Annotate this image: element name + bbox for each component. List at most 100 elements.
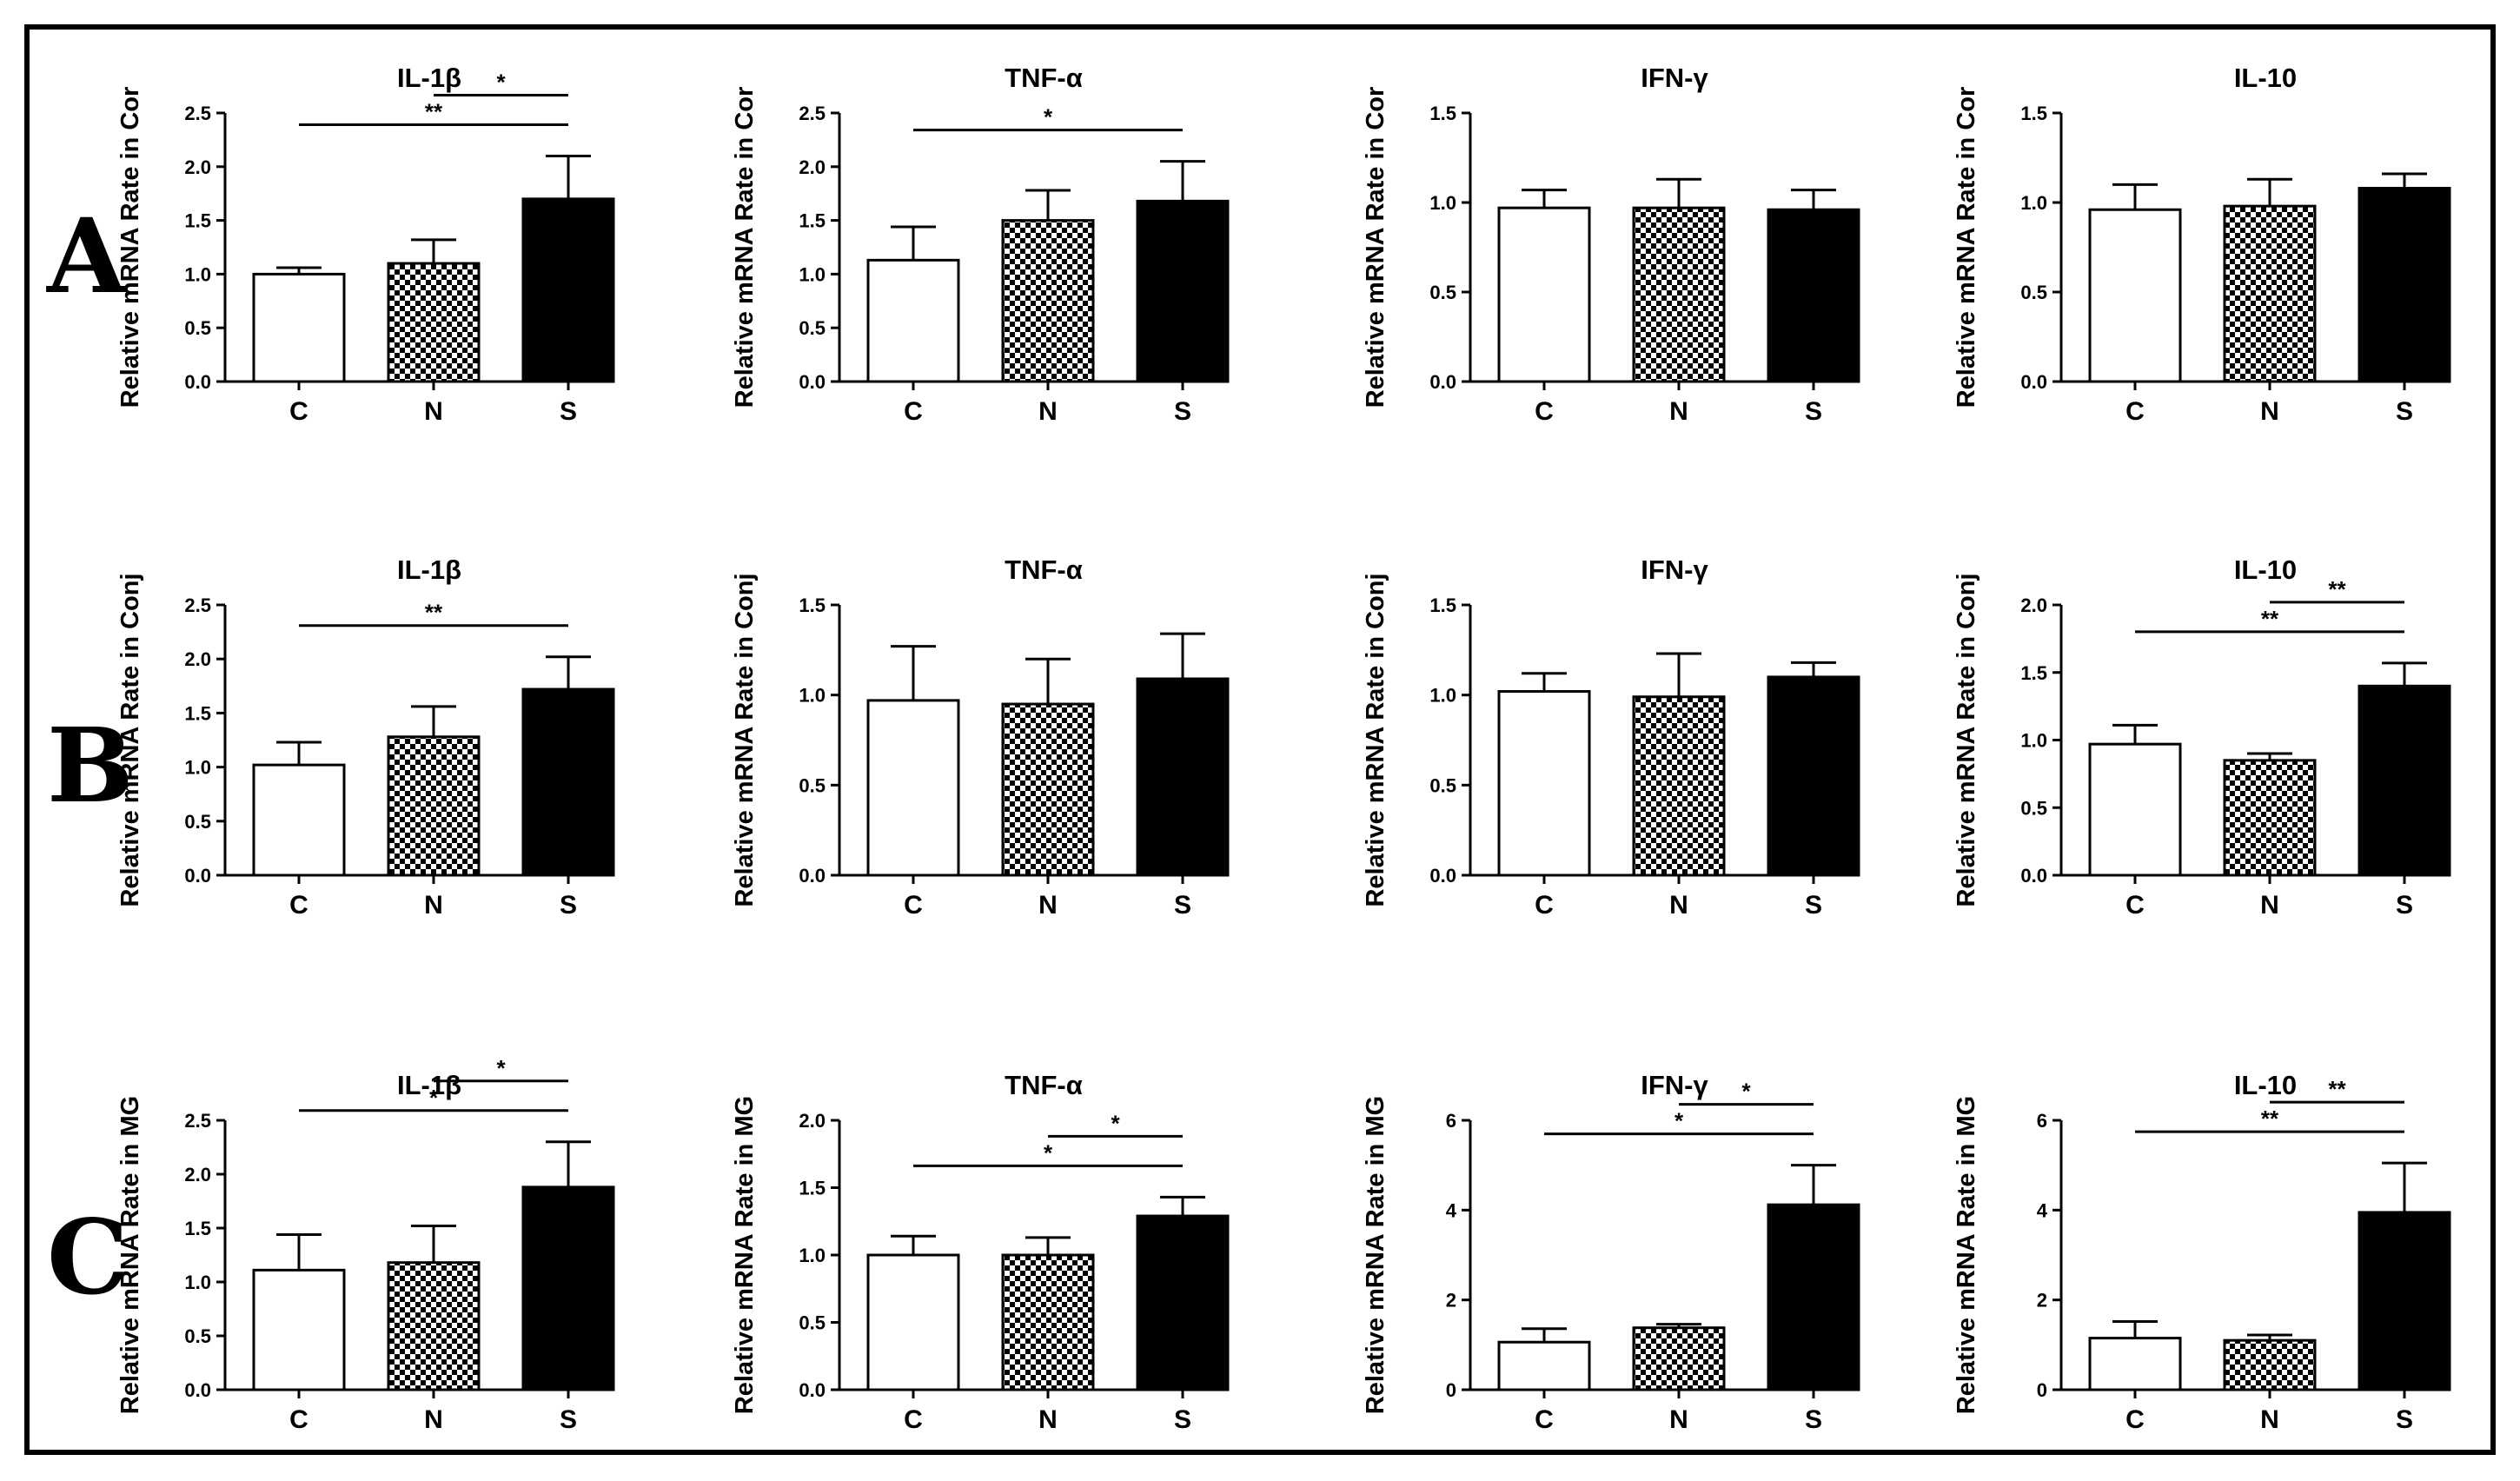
chart-5-ytick-label: 1.5 xyxy=(184,702,211,724)
chart-3-xtick-label: S xyxy=(1805,397,1822,426)
chart-4-xtick-label: S xyxy=(2396,397,2413,426)
chart-10-sig-label: * xyxy=(1044,1139,1053,1166)
chart-8-ylabel: Relative mRNA Rate in Conj xyxy=(1953,573,1980,907)
chart-10-ytick-label: 1.0 xyxy=(799,1245,826,1266)
chart-3-bar-S xyxy=(1767,208,1860,383)
chart-8-sig-label: ** xyxy=(2261,606,2279,632)
chart-10-xtick-label: C xyxy=(904,1405,923,1434)
chart-5-bar-S xyxy=(521,687,615,877)
chart-3-bar-C xyxy=(1497,206,1591,383)
chart-7-ytick-label: 1.0 xyxy=(1429,685,1456,707)
chart-6-title: TNF-α xyxy=(1005,555,1083,585)
chart-3-bar-N xyxy=(1632,206,1726,383)
chart-6-xtick-label: N xyxy=(1038,891,1058,920)
chart-7-xtick-label: C xyxy=(1535,891,1554,920)
chart-9-ytick-label: 2.0 xyxy=(184,1164,211,1185)
chart-8-ytick-label: 0.0 xyxy=(2020,865,2047,887)
chart-1-title: IL-1β xyxy=(397,63,461,93)
chart-3-ylabel: Relative mRNA Rate in Cor xyxy=(1362,87,1389,408)
chart-4-bar-N xyxy=(2223,204,2317,383)
chart-1-bar-N xyxy=(387,262,481,383)
chart-2-sig-label: * xyxy=(1044,104,1053,130)
chart-10-bar-N xyxy=(1001,1253,1095,1391)
chart-4-ytick-label: 1.5 xyxy=(2020,103,2047,124)
chart-5-ytick-label: 0.0 xyxy=(184,865,211,887)
chart-5-ytick-label: 2.0 xyxy=(184,648,211,670)
chart-10: TNF-α Relative mRNA Rate in MG 0.0 0.5 1.0 1.… xyxy=(731,1070,1230,1434)
chart-1-ytick-label: 1.0 xyxy=(184,263,211,285)
chart-10-bar-S xyxy=(1136,1214,1230,1391)
chart-7-bar-S xyxy=(1767,675,1860,877)
chart-3-ytick-label: 1.0 xyxy=(1429,192,1456,214)
chart-4-bar-S xyxy=(2358,187,2451,383)
chart-8-bar-C xyxy=(2088,742,2182,877)
chart-11-title: IFN-γ xyxy=(1641,1070,1708,1100)
chart-2-ytick-label: 1.0 xyxy=(799,263,826,285)
chart-8-bar-N xyxy=(2223,759,2317,877)
chart-1-ytick-label: 2.0 xyxy=(184,156,211,178)
chart-2-xtick-label: C xyxy=(904,397,923,426)
chart-10-ylabel: Relative mRNA Rate in MG xyxy=(731,1096,759,1414)
charts-layer: IL-1β Relative mRNA Rate in Cor 0.0 0.5 1.0 1… xyxy=(116,63,2451,1434)
chart-6-ytick-label: 0.5 xyxy=(799,774,826,796)
chart-5-xtick-label: N xyxy=(424,891,443,920)
chart-4-bar-C xyxy=(2088,208,2182,383)
chart-11-ytick-label: 6 xyxy=(1446,1110,1456,1132)
chart-8-xtick-label: S xyxy=(2396,891,2413,920)
chart-7-ytick-label: 0.0 xyxy=(1429,865,1456,887)
chart-9-sig-label: * xyxy=(496,1055,506,1081)
chart-11-ylabel: Relative mRNA Rate in MG xyxy=(1362,1096,1389,1414)
chart-6-xtick-label: S xyxy=(1174,891,1191,920)
chart-4-ytick-label: 0.0 xyxy=(2020,371,2047,393)
chart-10-ytick-label: 0.5 xyxy=(799,1312,826,1334)
chart-9-bar-S xyxy=(521,1185,615,1391)
chart-7-bar-C xyxy=(1497,690,1591,877)
chart-9-bar-C xyxy=(252,1268,346,1391)
chart-12-ytick-label: 6 xyxy=(2037,1110,2047,1132)
chart-2-bar-N xyxy=(1001,219,1095,383)
chart-3-title: IFN-γ xyxy=(1641,63,1708,93)
chart-8-sig-label: ** xyxy=(2328,576,2346,602)
chart-7-ytick-label: 0.5 xyxy=(1429,774,1456,796)
chart-10-xtick-label: N xyxy=(1038,1405,1058,1434)
chart-6-ylabel: Relative mRNA Rate in Conj xyxy=(731,573,759,907)
row-label-c: C xyxy=(47,1197,129,1318)
chart-4: IL-10 Relative mRNA Rate in Cor 0.0 0.5 1.0 1… xyxy=(1953,63,2451,426)
chart-1-xtick-label: S xyxy=(560,397,577,426)
chart-4-xtick-label: C xyxy=(2125,397,2145,426)
chart-2-xtick-label: S xyxy=(1174,397,1191,426)
chart-3: IFN-γ Relative mRNA Rate in Cor 0.0 0.5 1.0 1… xyxy=(1362,63,1860,426)
chart-11-ytick-label: 2 xyxy=(1446,1290,1456,1312)
chart-8-xtick-label: N xyxy=(2260,891,2279,920)
chart-9-bar-N xyxy=(387,1261,481,1391)
chart-4-ylabel: Relative mRNA Rate in Cor xyxy=(1953,87,1980,408)
chart-2: TNF-α Relative mRNA Rate in Cor 0.0 0.5 1.0 1… xyxy=(731,63,1230,426)
chart-11-bar-C xyxy=(1497,1340,1591,1391)
chart-2-title: TNF-α xyxy=(1005,63,1083,93)
chart-4-title: IL-10 xyxy=(2234,63,2297,93)
chart-6-bar-S xyxy=(1136,677,1230,877)
chart-8-title: IL-10 xyxy=(2234,555,2297,585)
chart-12-xtick-label: N xyxy=(2260,1405,2279,1434)
chart-7-ytick-label: 1.5 xyxy=(1429,594,1456,616)
chart-5-ytick-label: 1.0 xyxy=(184,757,211,779)
chart-12-bar-N xyxy=(2223,1338,2317,1391)
chart-7-title: IFN-γ xyxy=(1641,555,1708,585)
chart-5-xtick-label: C xyxy=(289,891,308,920)
chart-11-sig-label: * xyxy=(1741,1079,1751,1105)
chart-4-ytick-label: 1.0 xyxy=(2020,192,2047,214)
chart-5-ytick-label: 2.5 xyxy=(184,594,211,616)
chart-2-ytick-label: 2.5 xyxy=(799,103,826,124)
chart-1-ytick-label: 0.5 xyxy=(184,317,211,339)
chart-12-ytick-label: 2 xyxy=(2037,1290,2047,1312)
chart-3-ytick-label: 1.5 xyxy=(1429,103,1456,124)
chart-6-ytick-label: 1.5 xyxy=(799,594,826,616)
chart-9-xtick-label: S xyxy=(560,1405,577,1434)
chart-8-ytick-label: 1.5 xyxy=(2020,662,2047,684)
chart-5: IL-1β Relative mRNA Rate in Conj 0.0 0.5 1.0… xyxy=(116,555,615,920)
chart-1-ylabel: Relative mRNA Rate in Cor xyxy=(116,87,144,408)
chart-2-bar-C xyxy=(866,258,960,383)
chart-10-sig-label: * xyxy=(1111,1110,1120,1136)
chart-1-ytick-label: 2.5 xyxy=(184,103,211,124)
chart-7: IFN-γ Relative mRNA Rate in Conj 0.0 0.5 1.0… xyxy=(1362,555,1860,920)
